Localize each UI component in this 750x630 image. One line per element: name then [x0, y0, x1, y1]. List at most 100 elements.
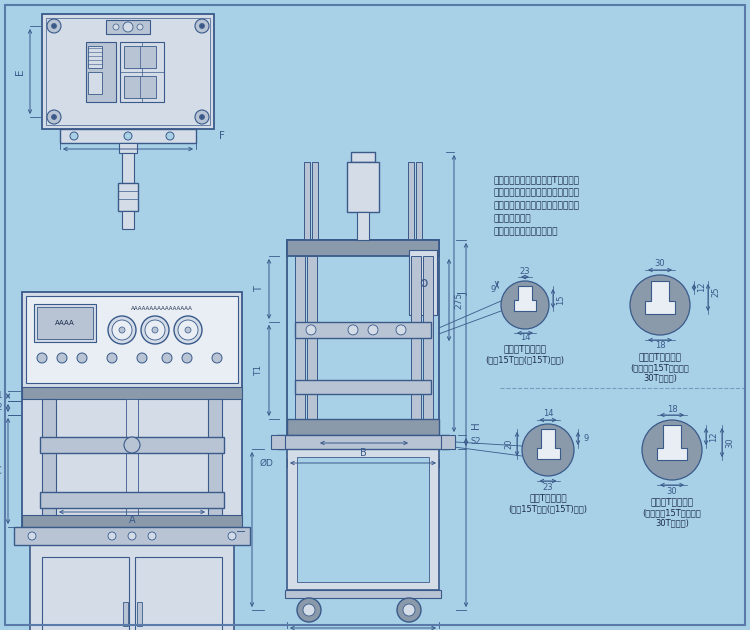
Text: S2: S2: [471, 437, 482, 447]
Circle shape: [297, 598, 321, 622]
Circle shape: [185, 327, 191, 333]
Bar: [122, 211, 134, 229]
Text: 15: 15: [556, 295, 566, 306]
Text: 9: 9: [490, 285, 496, 294]
Text: 9: 9: [584, 434, 589, 443]
Circle shape: [37, 353, 47, 363]
Text: 底板T型槽尺寸: 底板T型槽尺寸: [530, 493, 567, 503]
Text: T: T: [254, 286, 264, 292]
Bar: [423, 256, 433, 419]
Text: 14: 14: [520, 333, 530, 343]
Bar: [295, 322, 431, 338]
Bar: [347, 162, 379, 212]
Bar: [122, 153, 134, 183]
Text: 移动板T型槽尺寸: 移动板T型槽尺寸: [503, 345, 547, 353]
Bar: [42, 557, 129, 630]
Text: 23: 23: [543, 483, 554, 491]
Circle shape: [52, 115, 56, 120]
Circle shape: [501, 281, 549, 329]
Circle shape: [522, 424, 574, 476]
Circle shape: [28, 532, 36, 540]
Text: （牙孔固定时需要结合用户模具尺寸: （牙孔固定时需要结合用户模具尺寸: [493, 201, 579, 210]
Text: AAAA: AAAA: [56, 320, 75, 326]
Text: S1: S1: [0, 391, 3, 401]
Bar: [351, 152, 375, 162]
Text: 注：上模固定方式可选择T型槽固定: 注：上模固定方式可选择T型槽固定: [493, 175, 579, 184]
Circle shape: [124, 132, 132, 140]
Circle shape: [195, 19, 209, 33]
Circle shape: [212, 353, 222, 363]
Circle shape: [119, 327, 125, 333]
Bar: [60, 129, 196, 143]
Text: E: E: [15, 68, 25, 75]
Text: 20: 20: [505, 438, 514, 449]
Bar: [297, 457, 429, 582]
Circle shape: [306, 325, 316, 335]
Text: 12: 12: [710, 432, 718, 442]
Text: 18: 18: [655, 341, 665, 350]
Text: (适用15T以下(含15T)机型): (适用15T以下(含15T)机型): [485, 355, 565, 365]
Text: J: J: [459, 292, 469, 295]
Circle shape: [145, 320, 165, 340]
Bar: [135, 557, 222, 630]
Circle shape: [162, 353, 172, 363]
Circle shape: [112, 320, 132, 340]
Text: (适用大于15T小于等于: (适用大于15T小于等于: [631, 364, 689, 372]
Text: 25: 25: [712, 286, 721, 297]
Bar: [137, 602, 142, 626]
Text: AAAAAAAAAAAAAAAA: AAAAAAAAAAAAAAAA: [131, 306, 193, 311]
Text: ØD: ØD: [260, 459, 274, 467]
Bar: [408, 162, 414, 240]
Bar: [46, 18, 210, 125]
Circle shape: [397, 598, 421, 622]
Circle shape: [137, 24, 143, 30]
Circle shape: [303, 604, 315, 616]
Circle shape: [77, 353, 87, 363]
Circle shape: [124, 437, 140, 453]
Text: 30: 30: [725, 437, 734, 448]
Circle shape: [200, 115, 205, 120]
Circle shape: [228, 532, 236, 540]
Bar: [126, 399, 138, 527]
Polygon shape: [657, 425, 687, 460]
Bar: [26, 296, 238, 383]
Bar: [86, 42, 116, 102]
Bar: [22, 387, 242, 399]
Bar: [312, 162, 318, 240]
Bar: [124, 46, 156, 68]
Circle shape: [108, 316, 136, 344]
Circle shape: [152, 327, 158, 333]
Bar: [88, 46, 102, 68]
Circle shape: [108, 532, 116, 540]
Text: 12: 12: [698, 282, 706, 292]
Polygon shape: [514, 286, 536, 311]
Text: 23: 23: [520, 268, 530, 277]
Text: F: F: [219, 131, 225, 141]
Bar: [42, 14, 214, 129]
Text: T1: T1: [254, 365, 263, 376]
Text: A: A: [129, 515, 135, 525]
Bar: [295, 381, 431, 394]
Polygon shape: [536, 429, 560, 459]
Circle shape: [128, 532, 136, 540]
Circle shape: [630, 275, 690, 335]
Text: 275: 275: [454, 292, 464, 309]
Bar: [271, 435, 285, 449]
Circle shape: [642, 420, 702, 480]
Circle shape: [403, 604, 415, 616]
Bar: [357, 212, 369, 240]
Text: B: B: [360, 448, 366, 458]
Polygon shape: [645, 281, 675, 314]
Text: 18: 18: [667, 404, 677, 413]
Text: C: C: [0, 466, 2, 476]
Bar: [287, 419, 439, 435]
Text: (适用15T以下(含15T)机型): (适用15T以下(含15T)机型): [509, 505, 587, 513]
Bar: [14, 527, 250, 545]
Bar: [416, 162, 422, 240]
Bar: [295, 256, 305, 419]
Circle shape: [200, 23, 205, 28]
Text: o: o: [419, 276, 428, 290]
Bar: [40, 492, 224, 508]
Text: 30T的机型): 30T的机型): [643, 374, 677, 382]
Circle shape: [123, 22, 133, 32]
